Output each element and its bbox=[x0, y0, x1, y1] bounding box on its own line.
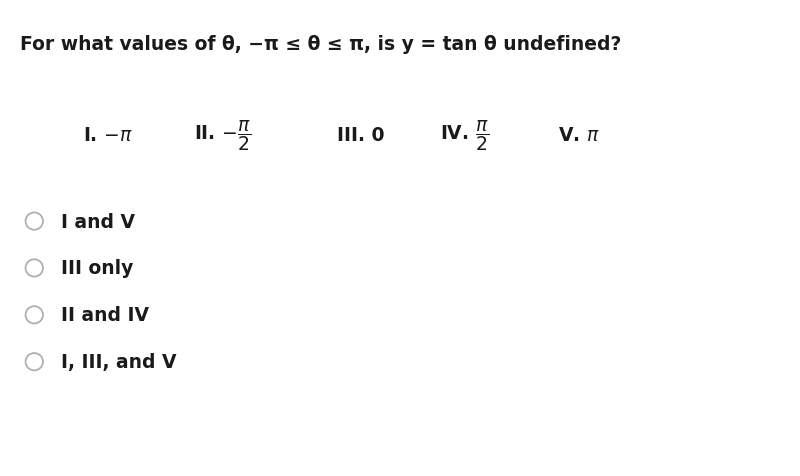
Text: III. 0: III. 0 bbox=[337, 126, 384, 145]
Text: IV. $\dfrac{\pi}{2}$: IV. $\dfrac{\pi}{2}$ bbox=[439, 118, 489, 152]
Text: II and IV: II and IV bbox=[61, 306, 149, 325]
Text: III only: III only bbox=[61, 259, 134, 278]
Text: I and V: I and V bbox=[61, 212, 135, 231]
Text: I, III, and V: I, III, and V bbox=[61, 352, 177, 371]
Text: For what values of θ, −π ≤ θ ≤ π, is y = tan θ undefined?: For what values of θ, −π ≤ θ ≤ π, is y =… bbox=[20, 35, 622, 53]
Text: II. $-\dfrac{\pi}{2}$: II. $-\dfrac{\pi}{2}$ bbox=[194, 118, 251, 152]
Text: V. $\pi$: V. $\pi$ bbox=[558, 126, 600, 145]
Text: I. $-\pi$: I. $-\pi$ bbox=[83, 126, 134, 145]
